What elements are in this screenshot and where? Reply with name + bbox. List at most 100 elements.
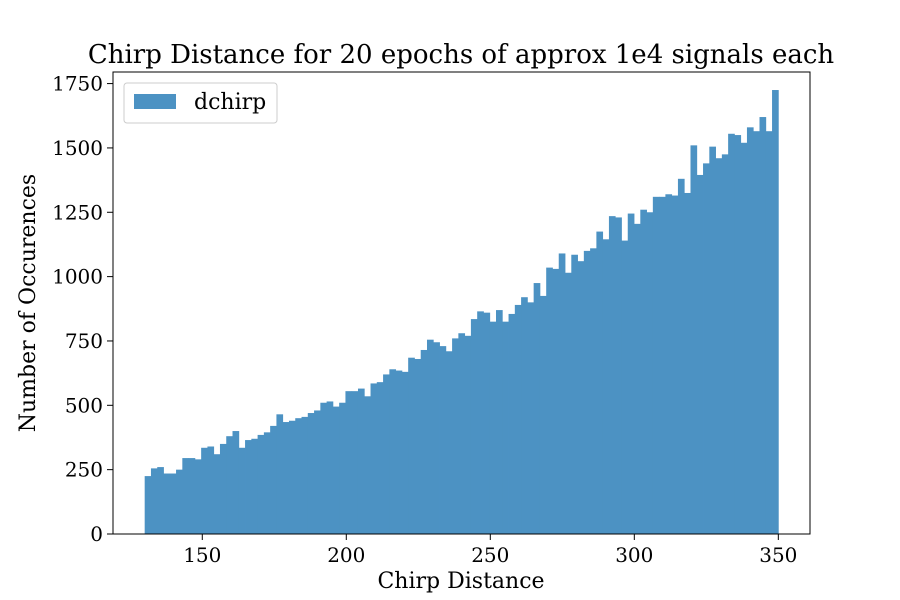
histogram-bar xyxy=(332,406,340,534)
histogram-bar xyxy=(684,192,691,534)
histogram-bar xyxy=(182,458,189,534)
x-axis-label: Chirp Distance xyxy=(377,569,544,594)
histogram-bar xyxy=(307,413,315,534)
histogram-bar xyxy=(590,248,597,535)
histogram-bar xyxy=(640,209,647,534)
histogram-bar xyxy=(270,425,277,534)
legend-box xyxy=(123,82,278,124)
histogram-bar xyxy=(320,402,328,534)
histogram-bar xyxy=(552,268,560,534)
histogram-bar xyxy=(401,371,409,534)
histogram-bar xyxy=(765,131,773,535)
histogram-bar xyxy=(420,349,428,534)
histogram-bar xyxy=(376,382,384,534)
histogram-bar xyxy=(326,401,334,534)
histogram-bar xyxy=(301,416,309,534)
y-tick-label: 750 xyxy=(65,329,103,353)
histogram-bar xyxy=(577,261,585,534)
histogram-bar xyxy=(150,468,158,534)
histogram-bar xyxy=(483,312,491,534)
legend: dchirp xyxy=(123,82,278,124)
histogram-bar xyxy=(546,267,553,534)
x-axis-ticks: 150 200 250 300 350 xyxy=(183,534,797,567)
histogram-bar xyxy=(734,135,742,534)
histogram-bar xyxy=(395,370,403,534)
histogram-bar xyxy=(489,321,497,534)
histogram-bar xyxy=(671,195,679,534)
y-tick-label: 500 xyxy=(65,393,103,417)
y-tick-label: 250 xyxy=(65,458,103,482)
y-tick-label: 1500 xyxy=(52,136,103,160)
histogram-bar xyxy=(364,396,371,534)
histogram-bar xyxy=(439,346,447,534)
y-axis-ticks: 0 250 500 750 1000 1250 1500 1750 xyxy=(52,72,113,546)
histogram-bar xyxy=(527,302,535,534)
histogram-bar xyxy=(452,338,459,534)
histogram-bar xyxy=(615,217,622,535)
x-tick-label: 300 xyxy=(615,543,653,567)
histogram-bar xyxy=(608,216,616,534)
histogram-bar xyxy=(276,414,284,534)
histogram-bar xyxy=(282,422,290,534)
y-tick-label: 1250 xyxy=(52,200,103,224)
histogram-bar xyxy=(677,178,685,535)
histogram-bar xyxy=(144,476,152,534)
histogram-bar xyxy=(753,131,760,535)
histogram-bar xyxy=(703,163,710,534)
x-tick-label: 200 xyxy=(327,543,365,567)
histogram-bar xyxy=(533,283,541,534)
histogram-bar xyxy=(389,369,397,534)
x-tick-label: 150 xyxy=(183,543,221,567)
histogram-bar xyxy=(508,313,516,534)
histogram-bar xyxy=(721,154,729,534)
histogram-bar xyxy=(238,447,246,534)
histogram-bar xyxy=(351,391,359,534)
y-tick-label: 0 xyxy=(90,522,103,546)
histogram-bar xyxy=(602,239,610,535)
histogram-bar xyxy=(257,434,265,534)
histogram-bar xyxy=(740,142,748,534)
histogram-bar xyxy=(715,158,723,534)
histogram-bar xyxy=(659,196,666,534)
histogram-bar xyxy=(207,446,215,534)
histogram-bar xyxy=(496,310,503,534)
histogram-bar xyxy=(521,297,528,534)
y-tick-label: 1750 xyxy=(52,72,103,96)
histogram-bar xyxy=(665,194,673,534)
histogram-bar xyxy=(295,418,302,534)
histogram-bar xyxy=(627,213,635,535)
legend-swatch xyxy=(134,94,176,109)
x-tick-label: 350 xyxy=(759,543,797,567)
histogram-bar xyxy=(194,459,202,534)
histogram-bar xyxy=(201,447,208,534)
histogram-bar xyxy=(696,174,704,535)
histogram-bar xyxy=(464,335,472,534)
histogram-bar xyxy=(728,133,735,534)
histogram-bar xyxy=(746,127,754,535)
histogram-bar xyxy=(245,440,252,534)
histogram-bar xyxy=(652,196,660,534)
histogram-bar xyxy=(408,357,415,534)
plot-frame xyxy=(112,71,811,535)
histogram-bar xyxy=(514,304,522,534)
histogram-bar xyxy=(558,253,566,534)
histogram-bar xyxy=(458,333,466,534)
histogram-bar xyxy=(232,431,240,534)
histogram-bar xyxy=(772,90,779,534)
y-tick-label: 1000 xyxy=(52,265,103,289)
histogram-bar xyxy=(539,295,547,534)
histogram-bar xyxy=(251,438,259,534)
histogram-bar xyxy=(433,342,440,534)
histogram-bar xyxy=(759,117,767,535)
histogram-bar xyxy=(263,432,271,534)
histogram-bar xyxy=(357,388,365,534)
histogram-bar xyxy=(621,240,629,534)
histogram-bar xyxy=(646,212,654,534)
y-axis-label: Number of Occurences xyxy=(16,174,41,432)
histogram-bar xyxy=(226,436,233,534)
x-tick-label: 250 xyxy=(471,543,509,567)
histogram-bar xyxy=(571,254,578,534)
histogram-bar xyxy=(477,311,484,534)
histogram-bar xyxy=(634,223,641,534)
histogram-bar xyxy=(176,469,183,534)
